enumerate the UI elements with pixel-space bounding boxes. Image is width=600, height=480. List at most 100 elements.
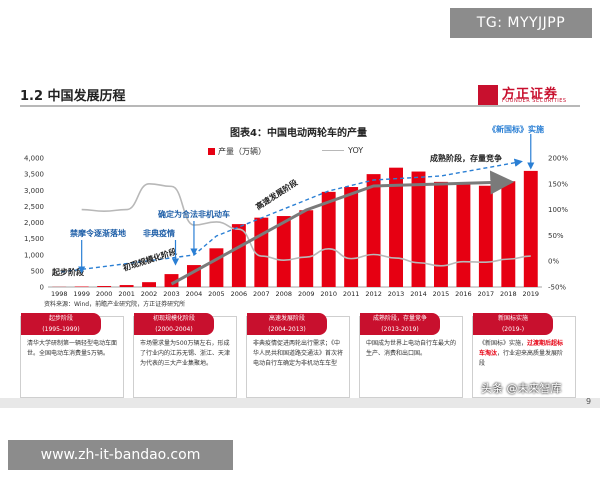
x-tick-label: 2010 [320,290,337,298]
stage-card-header: 成熟阶段，存量竞争 (2013-2019) [360,313,440,335]
stage-card-body: 市场需求量为500万辆左右，形成了行业内的江苏无锡、浙江、天津为代表的三大产业集… [140,340,231,367]
x-tick-label: 2018 [500,290,517,298]
page-number: 9 [586,397,592,406]
stage-card-title: 高速发展阶段 [268,315,305,322]
stage-card: 新国标实施 (2019-) 《新国标》实施，过渡期后超标车淘汰，行业迎来高质量发展阶… [472,313,576,398]
y-right-tick-label: 150% [548,180,568,188]
bar-2014 [411,171,426,287]
stage-label-growth: 高速发展阶段 [254,177,300,212]
stage-card-title: 新国标实施 [497,315,528,322]
legend-yoy: YOY [322,146,363,155]
stage-card-highlight: 过渡期后超标车淘汰 [479,340,564,357]
bar-2005 [209,248,224,287]
x-tick-label: 2016 [455,290,472,298]
stage-card: 初现规模化阶段 (2000-2004) 市场需求量为500万辆左右，形成了行业内的江… [133,313,237,398]
watermark-bottom: www.zh-it-bandao.com [8,440,233,470]
bar-2011 [344,187,359,287]
stage-card-header: 初现规模化阶段 (2000-2004) [134,313,214,335]
y-left-tick-label: 3,000 [24,187,44,195]
x-tick-label: 1998 [51,290,68,298]
x-tick-label: 1999 [73,290,90,298]
y-left-tick-label: 2,000 [24,219,44,227]
bar-2010 [321,191,336,287]
stage-card: 高速发展阶段 (2004-2013) 非典疫情促进两轮出行需求；《中华人民共和国道路… [246,313,350,398]
stage-card-header: 高速发展阶段 (2004-2013) [247,313,327,335]
new-standard-label: 《新国标》实施 [488,125,544,134]
stage-card-body: 清华大学研制第一辆轻型电动车面世。全国电动车消费量5万辆。 [27,340,118,357]
x-tick-label: 2004 [186,290,203,298]
x-tick-label: 2003 [163,290,180,298]
x-tick-label: 2002 [141,290,158,298]
stage-card-period: (2013-2019) [381,326,419,333]
x-tick-label: 2008 [275,290,292,298]
y-right-tick-label: 0% [548,258,559,266]
bar-2008 [276,216,291,287]
logo-en: FOUNDER SECURITIES [502,98,567,104]
stage-card: 起步阶段 (1995-1999) 清华大学研制第一辆轻型电动车面世。全国电动车消费量… [20,313,124,398]
stage-card-period: (2000-2004) [155,326,193,333]
event-label-legal-status: 确定为合法非机动车 [158,209,230,219]
x-tick-label: 2007 [253,290,270,298]
x-tick-label: 2012 [365,290,382,298]
watermark-right: 头条 @未来智库 [481,382,562,395]
x-tick-label: 2017 [478,290,495,298]
logo-mark-icon [478,85,498,105]
y-left-tick-label: 0 [40,284,44,292]
production-chart: 0 500 1,000 1,500 2,000 2,500 3,000 3,500 4,000 -… [24,134,568,298]
bar-2000 [97,286,112,287]
bar-2015 [433,181,448,287]
footer-bar [0,398,600,408]
x-tick-label: 2005 [208,290,225,298]
x-tick-label: 2019 [522,290,539,298]
event-label-motorcycle-ban: 禁摩令逐渐落地 [69,228,126,238]
y-left-tick-label: 2,500 [24,203,44,211]
stage-label-scale: 初现规模化阶段 [122,246,178,273]
stage-card-period: (2004-2013) [268,326,306,333]
y-left-tick-label: 4,000 [24,155,44,163]
chart-title: 图表4：中国电动两轮车的产量 [230,128,367,139]
bar-2019 [523,170,538,287]
y-right-tick-label: -50% [548,284,566,292]
legend-production: 产量（万辆） [208,146,266,157]
bar-2012 [366,174,381,287]
x-tick-label: 2013 [388,290,405,298]
x-tick-label: 2001 [118,290,135,298]
stage-card-title: 初现规模化阶段 [152,315,195,322]
x-tick-label: 2006 [231,290,248,298]
yoy-line [81,182,531,267]
y-right-tick-label: 100% [548,206,568,214]
x-tick-label: 2014 [410,290,427,298]
bar-2007 [254,217,269,287]
stage-card-header: 起步阶段 (1995-1999) [21,313,101,335]
stage-card-period: (2019-) [501,326,525,333]
legend-swatch-bar [208,148,215,155]
stage-card-body: 非典疫情促进两轮出行需求；《中华人民共和国道路交通法》首次将电动自行车确定为非机… [253,340,344,367]
stage-card-body: 《新国标》实施，过渡期后超标车淘汰，行业迎来高质量发展阶段 [479,339,569,369]
stage-trend-arrow [170,170,515,286]
bar-2009 [299,210,314,287]
stage-label-mature: 成熟阶段，存量竞争 [430,153,502,163]
x-tick-label: 2009 [298,290,315,298]
stage-card: 成熟阶段，存量竞争 (2013-2019) 中国成为世界上电动自行车最大的生产、消费… [359,313,463,398]
logo-cn: 方正证券 [502,87,559,102]
x-tick-label: 2015 [433,290,450,298]
stage-label-start: 起步阶段 [51,267,84,277]
stage-card-header: 新国标实施 (2019-) [473,313,553,335]
bar-2001 [119,285,134,287]
chart-source: 资料来源：Wind，前瞻产业研究院，方正证券研究所 [44,301,186,308]
y-right-tick-label: 50% [548,232,564,240]
stage-card-title: 起步阶段 [48,315,73,322]
y-left-tick-label: 500 [31,267,44,275]
stage-card-body: 中国成为世界上电动自行车最大的生产、消费和出口国。 [366,340,457,357]
stage-card-period: (1995-1999) [42,326,80,333]
bar-2018 [501,181,516,287]
y-left-tick-label: 3,500 [24,171,44,179]
founder-logo: 方正证券 FOUNDER SECURITIES [478,83,588,107]
y-left-tick-label: 1,000 [24,251,44,259]
bar-2017 [478,185,493,287]
bar-2006 [231,224,246,287]
bar-2016 [456,183,471,287]
y-right-tick-label: 200% [548,155,568,163]
title-divider [20,105,580,107]
stage-card-text: ，行业迎来高质量发展阶段 [479,350,564,367]
